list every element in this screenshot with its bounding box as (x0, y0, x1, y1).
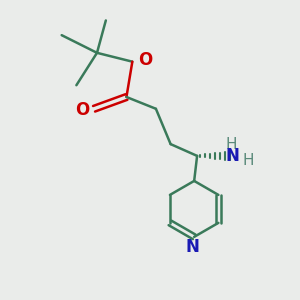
Text: N: N (226, 147, 239, 165)
Text: O: O (138, 51, 152, 69)
Text: O: O (75, 101, 90, 119)
Text: H: H (243, 153, 254, 168)
Text: N: N (186, 238, 200, 256)
Text: H: H (225, 137, 237, 152)
